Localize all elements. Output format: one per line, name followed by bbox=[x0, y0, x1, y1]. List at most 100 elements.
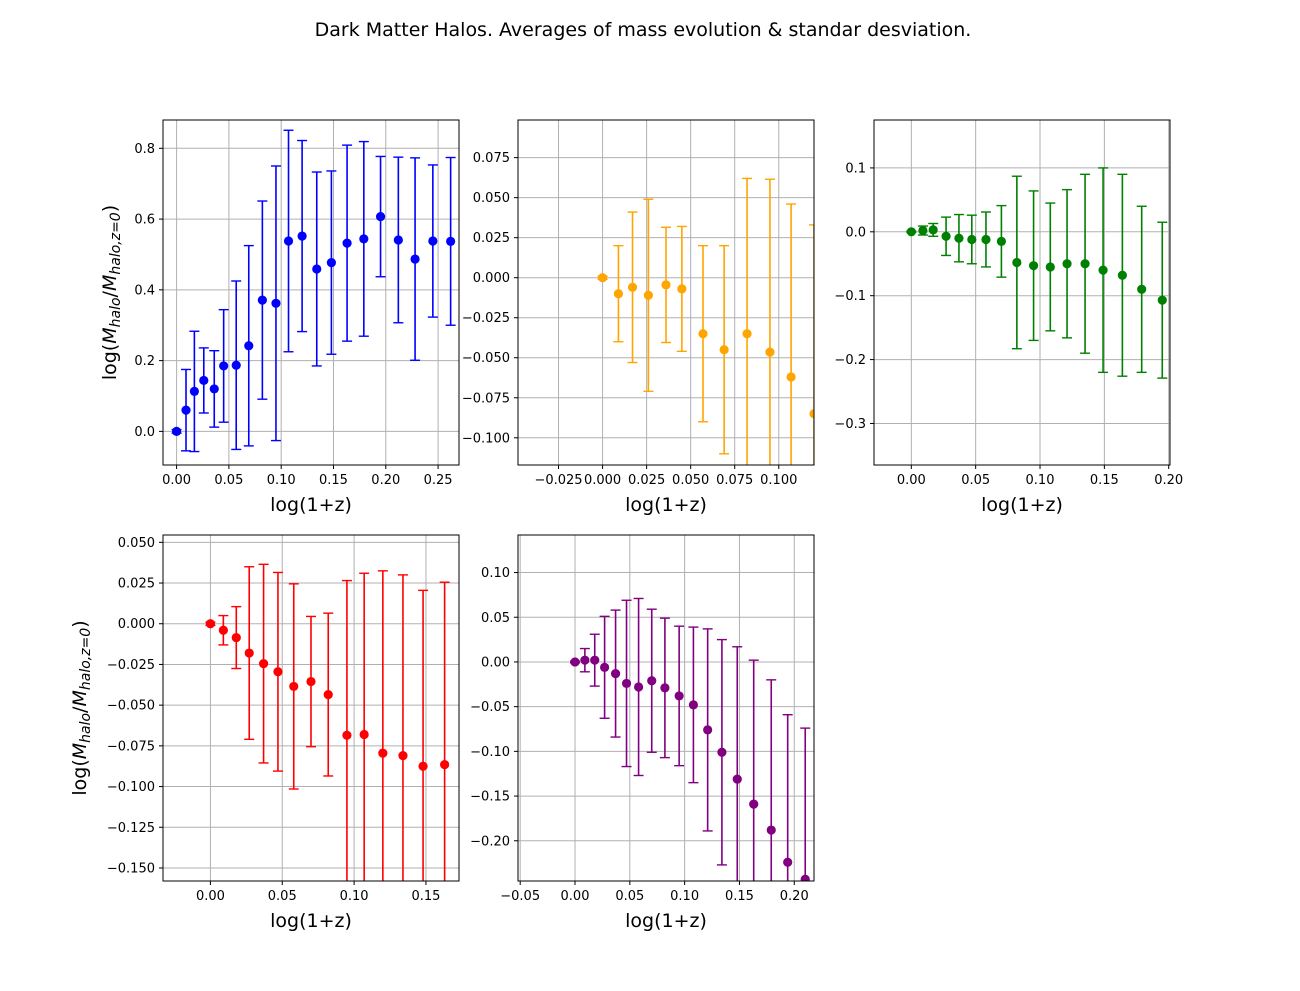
y-tick-label: −0.15 bbox=[470, 790, 510, 805]
data-point bbox=[732, 774, 742, 784]
data-point bbox=[199, 375, 209, 386]
subplot-bottom-middle: −0.05 0.00 0.05 0.10 0.15 0.20 −0.20 −0.15 −0.10… bbox=[470, 534, 815, 932]
x-tick-label: 0.000 bbox=[584, 473, 621, 488]
x-tick-label: 0.10 bbox=[1026, 473, 1055, 488]
data-point bbox=[273, 667, 283, 677]
data-point bbox=[928, 225, 938, 235]
y-axis: −0.20 −0.15 −0.10 −0.05 0.00 0.05 0.10 bbox=[470, 566, 518, 849]
data-point bbox=[570, 657, 580, 667]
y-tick-label: 0.0 bbox=[134, 425, 155, 440]
y-tick-label: −0.2 bbox=[834, 353, 866, 368]
grid-lines bbox=[518, 535, 814, 881]
x-tick-label: 0.10 bbox=[670, 889, 699, 904]
data-point bbox=[271, 298, 281, 308]
data-point bbox=[1062, 259, 1072, 269]
x-tick-label: −0.05 bbox=[500, 889, 540, 904]
y-tick-label: 0.025 bbox=[473, 231, 510, 246]
data-point bbox=[742, 329, 752, 339]
data-point bbox=[647, 676, 657, 686]
data-point bbox=[219, 361, 229, 371]
data-point bbox=[600, 662, 610, 672]
y-tick-label: 0.000 bbox=[473, 271, 510, 286]
y-tick-label: −0.075 bbox=[107, 739, 155, 754]
x-axis-label: log(1+z) bbox=[270, 494, 352, 516]
y-axis-label: log(Mhalo/Mhalo,z=0) bbox=[99, 205, 124, 380]
y-label-subscript: halo bbox=[108, 297, 124, 327]
data-point bbox=[440, 759, 450, 770]
data-point bbox=[674, 691, 684, 701]
data-point bbox=[809, 409, 814, 419]
y-tick-label: 0.1 bbox=[845, 161, 866, 176]
x-axis: −0.05 0.00 0.05 0.10 0.15 0.20 bbox=[500, 881, 809, 904]
data-point bbox=[342, 238, 352, 248]
y-tick-label: −0.150 bbox=[107, 861, 155, 876]
data-point bbox=[189, 386, 199, 396]
y-label-subscript: halo,z=0 bbox=[78, 628, 94, 690]
x-tick-label: 0.15 bbox=[725, 889, 754, 904]
axes-frame bbox=[873, 119, 1171, 466]
data-point bbox=[597, 273, 608, 283]
y-label-text: ) bbox=[99, 205, 121, 212]
data-point bbox=[378, 748, 388, 758]
data-point bbox=[312, 264, 322, 274]
data-point bbox=[326, 258, 336, 268]
y-tick-label: −0.025 bbox=[462, 311, 510, 326]
data-point bbox=[342, 730, 352, 740]
x-tick-label: 0.10 bbox=[267, 473, 296, 488]
data-point bbox=[1028, 261, 1039, 271]
y-tick-label: −0.050 bbox=[462, 351, 510, 366]
x-tick-label: 0.25 bbox=[424, 473, 453, 488]
data-point bbox=[800, 874, 810, 881]
y-tick-label: −0.025 bbox=[107, 658, 155, 673]
y-axis: −0.3 −0.2 −0.1 0.0 0.1 bbox=[834, 161, 874, 432]
data-point bbox=[428, 236, 438, 246]
data-point bbox=[996, 236, 1007, 246]
y-axis: 0.0 0.2 0.4 0.6 0.8 bbox=[134, 142, 163, 440]
x-tick-label: 0.025 bbox=[628, 473, 665, 488]
grid-lines bbox=[874, 120, 1170, 465]
data-point bbox=[627, 282, 638, 292]
grid-lines bbox=[163, 120, 459, 465]
data-point bbox=[1157, 295, 1167, 305]
data-point bbox=[393, 235, 403, 245]
y-tick-label: 0.6 bbox=[134, 213, 155, 228]
data-series bbox=[597, 177, 814, 465]
data-point bbox=[289, 681, 299, 692]
data-point bbox=[359, 729, 369, 740]
subplot-grid: 0.00 0.05 0.10 0.15 0.20 0.25 0.0 0.2 0.4 0.6 0.8 l… bbox=[69, 119, 1183, 932]
data-point bbox=[297, 231, 307, 241]
y-tick-label: −0.075 bbox=[462, 391, 510, 406]
data-point bbox=[231, 632, 241, 643]
y-tick-label: 0.000 bbox=[118, 617, 155, 632]
x-tick-label: 0.20 bbox=[1154, 473, 1183, 488]
data-point bbox=[446, 236, 456, 246]
data-point bbox=[231, 360, 241, 370]
x-axis: −0.025 0.000 0.025 0.050 0.075 0.100 bbox=[534, 465, 797, 488]
error-bar bbox=[809, 224, 814, 465]
data-point bbox=[410, 254, 420, 264]
x-tick-label: 0.15 bbox=[411, 889, 440, 904]
x-axis-label: log(1+z) bbox=[625, 910, 707, 932]
y-tick-label: 0.00 bbox=[481, 655, 510, 670]
data-series bbox=[171, 129, 456, 453]
data-point bbox=[613, 289, 624, 299]
data-point bbox=[1012, 257, 1022, 268]
y-label-symbol: M bbox=[99, 327, 121, 343]
data-point bbox=[257, 295, 267, 305]
data-point bbox=[398, 751, 408, 761]
x-axis-label: log(1+z) bbox=[270, 910, 352, 932]
data-point bbox=[1117, 270, 1127, 280]
x-tick-label: 0.15 bbox=[1090, 473, 1119, 488]
data-point bbox=[375, 212, 386, 222]
y-label-text: / bbox=[69, 706, 91, 713]
y-tick-label: 0.025 bbox=[118, 577, 155, 592]
y-tick-label: −0.05 bbox=[470, 700, 510, 715]
data-point bbox=[698, 329, 708, 339]
x-tick-label: 0.00 bbox=[196, 889, 225, 904]
y-tick-label: 0.10 bbox=[481, 566, 510, 581]
data-point bbox=[610, 668, 621, 679]
axes-frame bbox=[162, 119, 460, 466]
y-tick-label: 0.2 bbox=[134, 354, 155, 369]
